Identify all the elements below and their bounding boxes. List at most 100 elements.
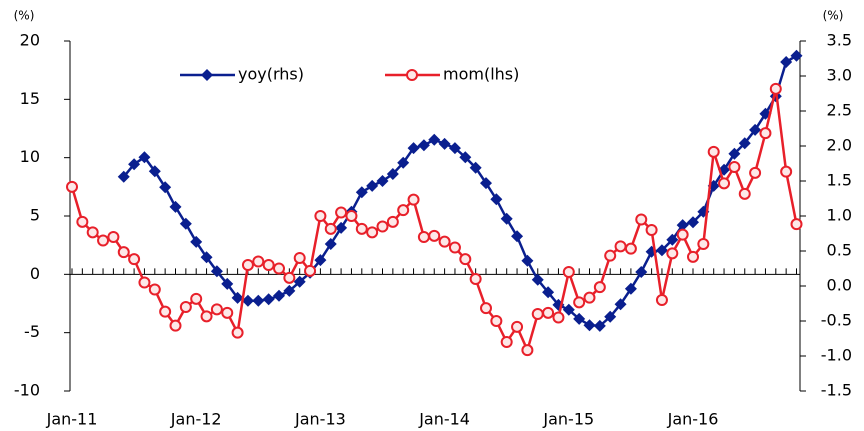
point xyxy=(676,228,689,241)
point xyxy=(490,193,503,206)
y-tick-label: 10 xyxy=(20,147,40,166)
point xyxy=(169,200,182,213)
point xyxy=(655,244,668,257)
point xyxy=(790,49,803,62)
point xyxy=(438,235,451,248)
point xyxy=(666,233,679,246)
legend-marker xyxy=(406,69,418,81)
y2-tick-label: 0.0 xyxy=(827,276,852,295)
point xyxy=(117,170,130,183)
point xyxy=(428,229,441,242)
point xyxy=(604,249,617,262)
y2-tick-label: -1.5 xyxy=(821,381,852,400)
point xyxy=(687,250,699,263)
x-tick-label: Jan-13 xyxy=(294,410,346,429)
point xyxy=(324,222,337,235)
point xyxy=(231,291,244,304)
x-tick-label: Jan-14 xyxy=(418,410,470,429)
y-tick-label: -5 xyxy=(24,322,40,341)
point xyxy=(593,319,606,332)
point xyxy=(262,293,275,306)
point xyxy=(448,241,461,254)
point xyxy=(293,252,306,264)
point xyxy=(397,204,410,217)
y2-unit: (%) xyxy=(823,9,844,23)
point xyxy=(562,266,575,278)
point xyxy=(635,213,648,226)
point xyxy=(500,212,513,225)
point xyxy=(293,275,306,288)
point xyxy=(262,259,275,271)
y-tick-label: 15 xyxy=(20,89,40,108)
series-line xyxy=(70,88,798,354)
point xyxy=(738,187,751,200)
point xyxy=(614,240,627,253)
point xyxy=(304,264,317,277)
point xyxy=(200,251,213,264)
point xyxy=(583,319,596,332)
point xyxy=(159,181,172,194)
y-unit: (%) xyxy=(14,9,35,23)
point xyxy=(624,282,637,295)
point xyxy=(542,286,555,299)
point xyxy=(210,265,223,278)
point xyxy=(624,242,637,255)
x-tick-label: Jan-11 xyxy=(46,410,98,429)
point xyxy=(593,281,606,294)
point xyxy=(273,262,285,275)
y-tick-label: 5 xyxy=(30,206,40,225)
y2-tick-label: 1.5 xyxy=(827,171,852,190)
y2-tick-label: 3.5 xyxy=(827,31,852,50)
point xyxy=(397,156,410,169)
point xyxy=(511,320,524,333)
point xyxy=(273,289,285,302)
point xyxy=(562,303,575,316)
point xyxy=(210,303,223,316)
point xyxy=(86,226,99,239)
point xyxy=(221,277,234,290)
point xyxy=(76,215,89,228)
point xyxy=(128,158,141,171)
point xyxy=(480,302,492,315)
point xyxy=(128,253,141,266)
point xyxy=(148,165,161,178)
point xyxy=(179,217,192,230)
point xyxy=(490,315,503,327)
point xyxy=(749,166,762,179)
point xyxy=(138,151,151,164)
point xyxy=(190,292,203,305)
y2-tick-label: -0.5 xyxy=(821,311,852,330)
point xyxy=(190,235,203,248)
y2-tick-label: -1.0 xyxy=(821,346,852,365)
y2-tick-label: 1.0 xyxy=(827,206,852,225)
point xyxy=(355,186,368,199)
y-tick-label: 20 xyxy=(20,31,40,50)
point xyxy=(511,230,524,243)
point xyxy=(324,238,337,250)
legend-marker xyxy=(201,69,213,81)
point xyxy=(117,246,130,259)
point xyxy=(241,259,254,271)
point xyxy=(780,56,793,68)
point xyxy=(148,283,161,296)
point xyxy=(573,296,586,309)
point xyxy=(500,336,513,348)
point xyxy=(283,271,296,284)
point xyxy=(335,206,348,219)
legend-label: mom(lhs) xyxy=(443,65,519,84)
point xyxy=(335,221,348,234)
point xyxy=(448,142,461,155)
point xyxy=(407,142,420,155)
point xyxy=(366,179,379,192)
point xyxy=(583,291,596,304)
point xyxy=(283,284,296,297)
point xyxy=(749,123,762,136)
point xyxy=(738,137,751,150)
x-tick-label: Jan-16 xyxy=(667,410,719,429)
point xyxy=(697,238,710,250)
point xyxy=(645,224,658,236)
point xyxy=(107,231,120,243)
point xyxy=(780,165,793,178)
point xyxy=(666,247,679,260)
y2-tick-label: 3.0 xyxy=(827,66,852,85)
